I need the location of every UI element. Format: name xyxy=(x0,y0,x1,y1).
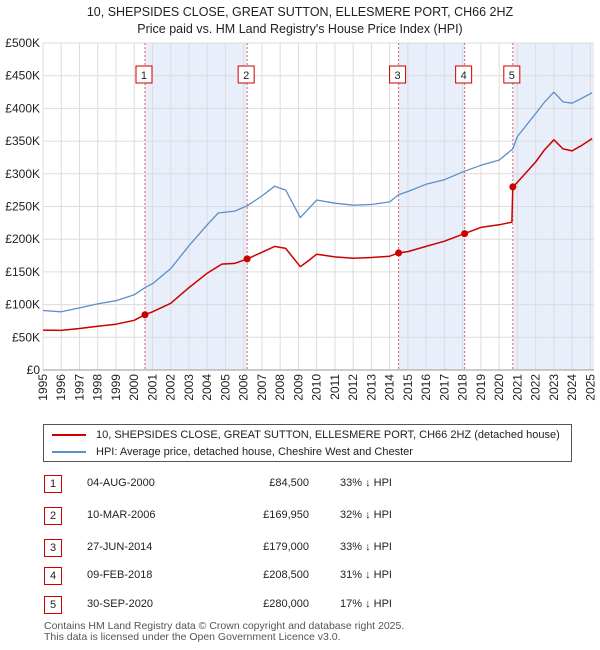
footer-attribution: Contains HM Land Registry data © Crown c… xyxy=(44,621,404,643)
sale-marker-label: 2 xyxy=(243,70,249,82)
chart-subtitle: Price paid vs. HM Land Registry's House … xyxy=(137,22,462,36)
tx-hpi: 31% ↓ HPI xyxy=(340,569,392,581)
y-tick-label: £300K xyxy=(5,167,40,181)
x-tick-label: 2014 xyxy=(383,374,397,401)
x-tick-label: 2013 xyxy=(364,374,378,401)
sale-marker-box xyxy=(135,65,153,84)
x-tick-label: 2003 xyxy=(182,374,196,401)
x-tick-label: 2012 xyxy=(346,374,360,401)
tx-hpi: 17% ↓ HPI xyxy=(340,598,392,610)
tx-badge: 4 xyxy=(44,567,62,585)
x-tick-label: 2018 xyxy=(456,374,470,401)
tx-date: 30-SEP-2020 xyxy=(87,598,154,610)
chart-title: 10, SHEPSIDES CLOSE, GREAT SUTTON, ELLES… xyxy=(87,5,514,19)
sale-marker-label: 1 xyxy=(141,70,147,82)
y-tick-label: £500K xyxy=(5,36,40,50)
x-tick-label: 2008 xyxy=(273,374,287,401)
sale-marker-box xyxy=(503,65,521,84)
footer-licence: This data is licensed under the Open Gov… xyxy=(44,631,341,643)
tx-price: £179,000 xyxy=(263,541,309,553)
y-tick-label: £150K xyxy=(5,265,40,279)
x-tick-label: 2005 xyxy=(218,374,232,401)
x-tick-label: 2011 xyxy=(328,374,342,400)
x-tick-label: 1998 xyxy=(91,374,105,401)
sale-point xyxy=(395,249,403,257)
price-series-line xyxy=(42,137,593,332)
x-tick-label: 2007 xyxy=(255,374,269,401)
y-tick-label: £50K xyxy=(12,330,40,344)
sale-marker-box xyxy=(389,65,407,84)
x-tick-label: 2022 xyxy=(529,374,543,401)
x-tick-label: 2006 xyxy=(237,374,251,401)
x-tick-label: 2002 xyxy=(164,374,178,401)
legend-red-swatch xyxy=(52,434,86,437)
price-chart: 10, SHEPSIDES CLOSE, GREAT SUTTON, ELLES… xyxy=(5,5,597,401)
sale-marker-box xyxy=(237,65,255,84)
y-tick-label: £350K xyxy=(5,134,40,148)
sale-point xyxy=(461,230,469,238)
tx-badge: 1 xyxy=(44,475,62,493)
x-tick-label: 2023 xyxy=(547,374,561,401)
y-tick-label: £250K xyxy=(5,200,40,214)
x-tick-label: 1997 xyxy=(72,374,86,401)
sale-marker-box xyxy=(455,65,473,84)
hpi-series-line xyxy=(42,91,593,313)
tx-date: 10-MAR-2006 xyxy=(87,509,156,521)
x-tick-label: 2015 xyxy=(401,374,415,401)
x-tick-label: 2000 xyxy=(127,374,141,401)
tx-date: 27-JUN-2014 xyxy=(87,541,153,553)
tx-hpi: 32% ↓ HPI xyxy=(340,509,392,521)
sale-marker-label: 5 xyxy=(509,70,515,82)
sale-point xyxy=(509,183,517,191)
legend-item-hpi: HPI: Average price, detached house, Ches… xyxy=(52,446,413,458)
y-tick-label: £100K xyxy=(5,298,40,312)
x-tick-label: 2001 xyxy=(145,374,159,401)
x-tick-label: 2025 xyxy=(583,374,597,401)
legend-property-label: 10, SHEPSIDES CLOSE, GREAT SUTTON, ELLES… xyxy=(96,429,560,441)
x-tick-label: 1995 xyxy=(36,374,50,401)
x-tick-label: 2024 xyxy=(565,374,579,401)
y-tick-label: £200K xyxy=(5,232,40,246)
x-tick-label: 1999 xyxy=(109,374,123,401)
tx-hpi: 33% ↓ HPI xyxy=(340,541,392,553)
x-tick-label: 2021 xyxy=(510,374,524,401)
tx-badge: 3 xyxy=(44,539,62,557)
tx-price: £84,500 xyxy=(269,477,309,489)
x-tick-label: 2004 xyxy=(200,374,214,401)
x-tick-label: 2009 xyxy=(291,374,305,401)
x-tick-label: 2019 xyxy=(474,374,488,401)
tx-badge: 5 xyxy=(44,596,62,614)
x-tick-label: 1996 xyxy=(54,374,68,401)
tx-price: £280,000 xyxy=(263,598,309,610)
sale-marker-label: 3 xyxy=(395,70,401,82)
tx-hpi: 33% ↓ HPI xyxy=(340,477,392,489)
tx-badge: 2 xyxy=(44,507,62,525)
x-tick-label: 2020 xyxy=(492,374,506,401)
y-tick-label: £400K xyxy=(5,101,40,115)
legend-item-property: 10, SHEPSIDES CLOSE, GREAT SUTTON, ELLES… xyxy=(52,429,560,441)
x-tick-label: 2016 xyxy=(419,374,433,401)
chart-legend: 10, SHEPSIDES CLOSE, GREAT SUTTON, ELLES… xyxy=(43,424,572,462)
tx-price: £169,950 xyxy=(263,509,309,521)
legend-hpi-label: HPI: Average price, detached house, Ches… xyxy=(96,446,413,458)
tx-date: 09-FEB-2018 xyxy=(87,569,153,581)
x-tick-label: 2017 xyxy=(437,374,451,401)
sale-point xyxy=(141,311,149,319)
y-tick-label: £0 xyxy=(27,363,41,377)
sale-point xyxy=(243,255,251,263)
tx-price: £208,500 xyxy=(263,569,309,581)
x-tick-label: 2010 xyxy=(310,374,324,401)
y-tick-label: £450K xyxy=(5,69,40,83)
sale-marker-label: 4 xyxy=(461,70,467,82)
footer-copyright: Contains HM Land Registry data © Crown c… xyxy=(44,620,405,632)
tx-date: 04-AUG-2000 xyxy=(87,477,155,489)
legend-blue-swatch xyxy=(52,451,86,454)
